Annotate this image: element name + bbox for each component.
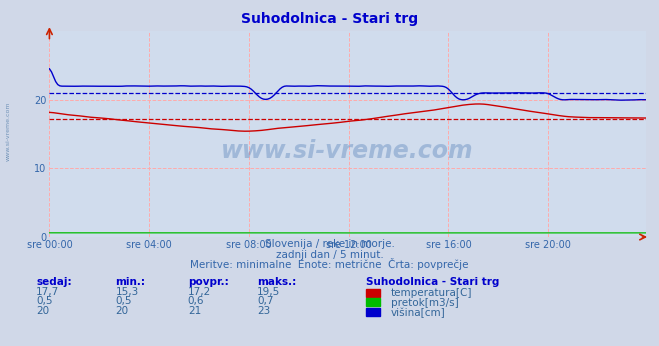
Text: 20: 20 xyxy=(36,306,49,316)
Text: maks.:: maks.: xyxy=(257,277,297,288)
Text: Meritve: minimalne  Enote: metrične  Črta: povprečje: Meritve: minimalne Enote: metrične Črta:… xyxy=(190,258,469,270)
Text: Slovenija / reke in morje.: Slovenija / reke in morje. xyxy=(264,239,395,249)
Text: 23: 23 xyxy=(257,306,270,316)
Text: 17,7: 17,7 xyxy=(36,287,59,297)
Text: pretok[m3/s]: pretok[m3/s] xyxy=(391,298,459,308)
Text: 0,5: 0,5 xyxy=(115,297,132,307)
Text: min.:: min.: xyxy=(115,277,146,288)
Text: povpr.:: povpr.: xyxy=(188,277,229,288)
Text: 15,3: 15,3 xyxy=(115,287,138,297)
Text: 0,7: 0,7 xyxy=(257,297,273,307)
Text: Suhodolnica - Stari trg: Suhodolnica - Stari trg xyxy=(241,12,418,26)
Text: višina[cm]: višina[cm] xyxy=(391,307,445,318)
Text: 17,2: 17,2 xyxy=(188,287,211,297)
Text: 21: 21 xyxy=(188,306,201,316)
Text: 0,5: 0,5 xyxy=(36,297,53,307)
Text: www.si-vreme.com: www.si-vreme.com xyxy=(5,102,11,161)
Text: temperatura[C]: temperatura[C] xyxy=(391,289,473,298)
Text: zadnji dan / 5 minut.: zadnji dan / 5 minut. xyxy=(275,250,384,260)
Text: www.si-vreme.com: www.si-vreme.com xyxy=(221,138,474,163)
Text: sedaj:: sedaj: xyxy=(36,277,72,288)
Text: Suhodolnica - Stari trg: Suhodolnica - Stari trg xyxy=(366,277,499,288)
Text: 20: 20 xyxy=(115,306,129,316)
Text: 0,6: 0,6 xyxy=(188,297,204,307)
Text: 19,5: 19,5 xyxy=(257,287,280,297)
